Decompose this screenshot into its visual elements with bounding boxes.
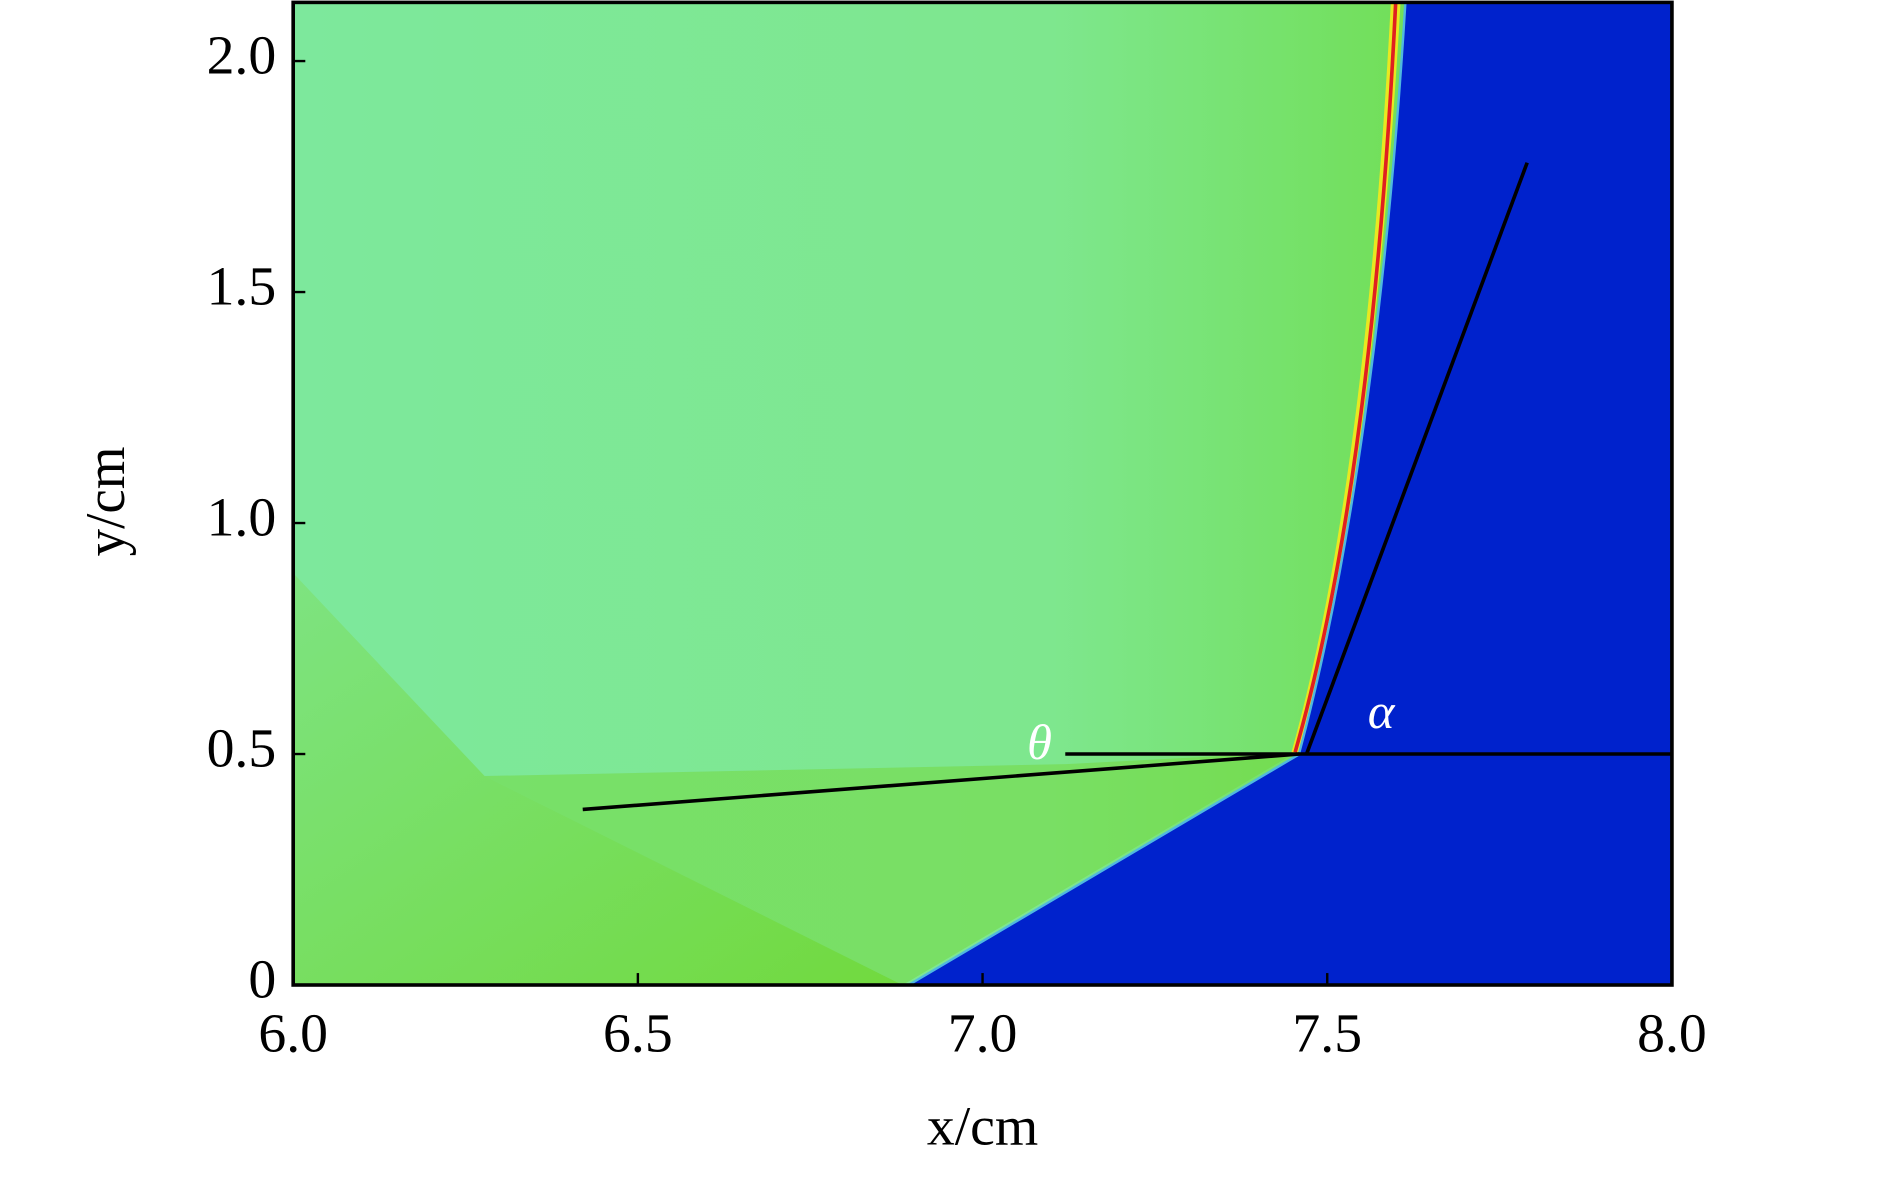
field-region bbox=[293, 573, 903, 985]
y-tick-label: 1.5 bbox=[207, 256, 277, 317]
x-axis-label: x/cm bbox=[927, 1096, 1038, 1157]
y-tick-label: 0.5 bbox=[207, 718, 277, 779]
annotation: θ bbox=[1027, 714, 1052, 770]
annotation-line bbox=[1304, 162, 1529, 755]
x-tick-label: 6.0 bbox=[258, 1003, 328, 1064]
field-image bbox=[293, 2, 1672, 985]
annotation: α bbox=[1368, 683, 1396, 739]
y-tick-label: 0 bbox=[248, 949, 276, 1010]
x-tick-label: 8.0 bbox=[1637, 1003, 1707, 1064]
x-tick-label: 6.5 bbox=[603, 1003, 673, 1064]
y-tick-label: 1.0 bbox=[207, 487, 277, 548]
y-tick-label: 2.0 bbox=[207, 25, 277, 86]
y-axis-label: y/cm bbox=[75, 447, 136, 557]
x-tick-label: 7.5 bbox=[1292, 1003, 1362, 1064]
shock-front bbox=[1291, 2, 1401, 757]
annotation-line bbox=[582, 752, 1300, 812]
unshocked-region bbox=[906, 2, 1672, 985]
field-region bbox=[484, 752, 1297, 985]
x-tick-label: 7.0 bbox=[948, 1003, 1018, 1064]
shock-front-line bbox=[1293, 2, 1398, 753]
